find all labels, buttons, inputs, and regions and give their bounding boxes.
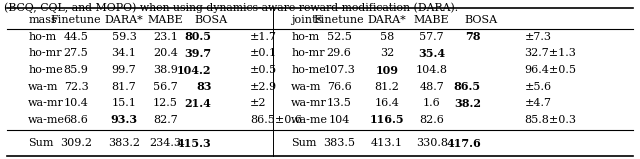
Text: ±2.9: ±2.9 bbox=[250, 82, 277, 92]
Text: BOSA: BOSA bbox=[465, 15, 497, 25]
Text: ho-mr: ho-mr bbox=[28, 48, 62, 59]
Text: 83: 83 bbox=[196, 81, 211, 92]
Text: 99.7: 99.7 bbox=[111, 65, 136, 75]
Text: 82.6: 82.6 bbox=[419, 115, 444, 125]
Text: 39.7: 39.7 bbox=[184, 48, 211, 59]
Text: 32.7±1.3: 32.7±1.3 bbox=[524, 48, 576, 59]
Text: 12.5: 12.5 bbox=[153, 98, 178, 108]
Text: Finetune: Finetune bbox=[51, 15, 101, 25]
Text: mass: mass bbox=[28, 15, 57, 25]
Text: 417.6: 417.6 bbox=[446, 138, 481, 149]
Text: 15.1: 15.1 bbox=[111, 98, 136, 108]
Text: ±7.3: ±7.3 bbox=[524, 32, 551, 42]
Text: 116.5: 116.5 bbox=[370, 114, 404, 125]
Text: 34.1: 34.1 bbox=[111, 48, 136, 59]
Text: wa-mr: wa-mr bbox=[291, 98, 327, 108]
Text: 309.2: 309.2 bbox=[60, 138, 92, 148]
Text: 383.2: 383.2 bbox=[108, 138, 140, 148]
Text: Sum: Sum bbox=[291, 138, 317, 148]
Text: 72.3: 72.3 bbox=[63, 82, 88, 92]
Text: wa-m: wa-m bbox=[291, 82, 322, 92]
Text: 16.4: 16.4 bbox=[374, 98, 399, 108]
Text: 58: 58 bbox=[380, 32, 394, 42]
Text: 38.2: 38.2 bbox=[454, 98, 481, 109]
Text: DARA*: DARA* bbox=[104, 15, 143, 25]
Text: 82.7: 82.7 bbox=[153, 115, 178, 125]
Text: 52.5: 52.5 bbox=[327, 32, 351, 42]
Text: 81.2: 81.2 bbox=[374, 82, 399, 92]
Text: DARA*: DARA* bbox=[367, 15, 406, 25]
Text: 76.6: 76.6 bbox=[327, 82, 351, 92]
Text: Sum: Sum bbox=[28, 138, 54, 148]
Text: 59.3: 59.3 bbox=[111, 32, 136, 42]
Text: (BCQ, CQL, and MOPO) when using dynamics-aware reward modification (DARA).: (BCQ, CQL, and MOPO) when using dynamics… bbox=[4, 2, 458, 13]
Text: 109: 109 bbox=[376, 65, 399, 76]
Text: 383.5: 383.5 bbox=[323, 138, 355, 148]
Text: wa-me: wa-me bbox=[291, 115, 328, 125]
Text: 104.8: 104.8 bbox=[416, 65, 448, 75]
Text: Finetune: Finetune bbox=[314, 15, 364, 25]
Text: 96.4±0.5: 96.4±0.5 bbox=[524, 65, 577, 75]
Text: ±5.6: ±5.6 bbox=[524, 82, 552, 92]
Text: 56.7: 56.7 bbox=[153, 82, 178, 92]
Text: wa-me: wa-me bbox=[28, 115, 65, 125]
Text: MABE: MABE bbox=[148, 15, 183, 25]
Text: 107.3: 107.3 bbox=[323, 65, 355, 75]
Text: 27.5: 27.5 bbox=[63, 48, 88, 59]
Text: 234.3: 234.3 bbox=[150, 138, 182, 148]
Text: ho-m: ho-m bbox=[291, 32, 319, 42]
Text: 81.7: 81.7 bbox=[111, 82, 136, 92]
Text: 48.7: 48.7 bbox=[419, 82, 444, 92]
Text: 38.9: 38.9 bbox=[153, 65, 178, 75]
Text: ±0.5: ±0.5 bbox=[250, 65, 277, 75]
Text: 68.6: 68.6 bbox=[63, 115, 88, 125]
Text: ho-mr: ho-mr bbox=[291, 48, 325, 59]
Text: 415.3: 415.3 bbox=[177, 138, 211, 149]
Text: 86.5±0.6: 86.5±0.6 bbox=[250, 115, 301, 125]
Text: ±0.1: ±0.1 bbox=[250, 48, 277, 59]
Text: 20.4: 20.4 bbox=[153, 48, 178, 59]
Text: BOSA: BOSA bbox=[195, 15, 228, 25]
Text: 78: 78 bbox=[465, 31, 481, 42]
Text: 104: 104 bbox=[328, 115, 350, 125]
Text: ho-me: ho-me bbox=[291, 65, 326, 75]
Text: 330.8: 330.8 bbox=[416, 138, 448, 148]
Text: 85.8±0.3: 85.8±0.3 bbox=[524, 115, 577, 125]
Text: 32: 32 bbox=[380, 48, 394, 59]
Text: MABE: MABE bbox=[414, 15, 449, 25]
Text: 44.5: 44.5 bbox=[63, 32, 88, 42]
Text: 29.6: 29.6 bbox=[327, 48, 351, 59]
Text: 104.2: 104.2 bbox=[177, 65, 211, 76]
Text: joints: joints bbox=[291, 15, 323, 25]
Text: 35.4: 35.4 bbox=[418, 48, 445, 59]
Text: 21.4: 21.4 bbox=[184, 98, 211, 109]
Text: 57.7: 57.7 bbox=[419, 32, 444, 42]
Text: 93.3: 93.3 bbox=[110, 114, 138, 125]
Text: ho-m: ho-m bbox=[28, 32, 56, 42]
Text: ho-me: ho-me bbox=[28, 65, 63, 75]
Text: wa-m: wa-m bbox=[28, 82, 59, 92]
Text: 80.5: 80.5 bbox=[184, 31, 211, 42]
Text: ±1.7: ±1.7 bbox=[250, 32, 276, 42]
Text: 413.1: 413.1 bbox=[371, 138, 403, 148]
Text: wa-mr: wa-mr bbox=[28, 98, 64, 108]
Text: ±2: ±2 bbox=[250, 98, 266, 108]
Text: ±4.7: ±4.7 bbox=[524, 98, 551, 108]
Text: 23.1: 23.1 bbox=[153, 32, 178, 42]
Text: 1.6: 1.6 bbox=[423, 98, 440, 108]
Text: 13.5: 13.5 bbox=[327, 98, 351, 108]
Text: 10.4: 10.4 bbox=[63, 98, 88, 108]
Text: 85.9: 85.9 bbox=[63, 65, 88, 75]
Text: 86.5: 86.5 bbox=[454, 81, 481, 92]
